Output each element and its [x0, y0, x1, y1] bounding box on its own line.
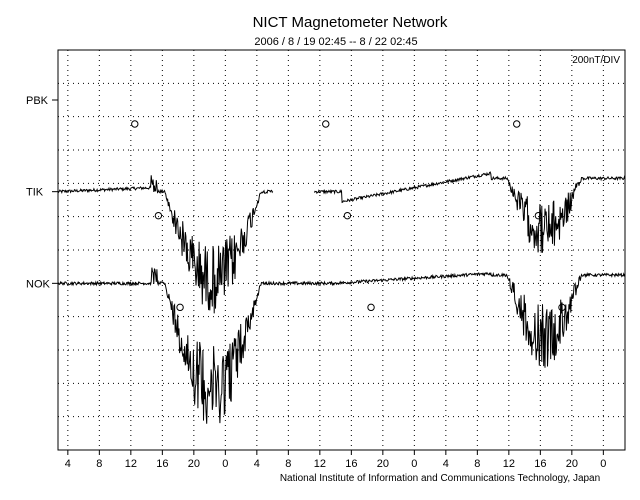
x-tick-label: 4 [254, 458, 260, 470]
x-axis-ticks: 4 8 12 16 20 0 4 8 12 16 20 0 4 8 12 16 20 0 [65, 450, 606, 470]
local-noon-markers [131, 120, 566, 312]
station-label-nok: NOK [26, 278, 51, 290]
x-tick-label: 12 [314, 458, 326, 470]
x-tick-label: 8 [285, 458, 291, 470]
noon-marker-tik [343, 211, 352, 220]
grid-lines [58, 50, 625, 450]
station-traces [57, 171, 626, 424]
x-tick-label: 0 [600, 458, 606, 470]
trace-nok [57, 267, 626, 424]
scale-label: 200nT/DIV [572, 55, 620, 66]
station-labels: PBK TIK NOK [26, 95, 58, 290]
x-tick-label: 20 [188, 458, 200, 470]
noon-marker-tik [534, 211, 543, 220]
noon-marker-tik [154, 211, 163, 220]
x-tick-label: 16 [345, 458, 357, 470]
station-label-tik: TIK [26, 187, 44, 199]
chart-subtitle: 2006 / 8 / 19 02:45 -- 8 / 22 02:45 [254, 36, 417, 48]
noon-marker-pbk [131, 120, 139, 128]
x-tick-label: 8 [474, 458, 480, 470]
x-tick-label: 20 [377, 458, 389, 470]
trace-tik [57, 171, 626, 314]
x-tick-label: 12 [503, 458, 515, 470]
noon-marker-nok [558, 303, 566, 312]
x-tick-label: 4 [443, 458, 449, 470]
x-tick-label: 0 [222, 458, 228, 470]
x-tick-label: 16 [534, 458, 546, 470]
station-label-pbk: PBK [26, 95, 49, 107]
x-tick-label: 8 [96, 458, 102, 470]
noon-marker-pbk [513, 120, 521, 128]
noon-marker-nok [176, 303, 184, 312]
x-tick-label: 20 [566, 458, 578, 470]
noon-marker-nok [367, 303, 375, 312]
x-tick-label: 12 [125, 458, 137, 470]
x-tick-label: 0 [411, 458, 417, 470]
footer-credit: National Institute of Information and Co… [280, 473, 600, 484]
x-tick-label: 4 [65, 458, 71, 470]
chart-title: NICT Magnetometer Network [253, 14, 448, 31]
noon-marker-pbk [322, 120, 330, 128]
x-tick-label: 16 [156, 458, 168, 470]
